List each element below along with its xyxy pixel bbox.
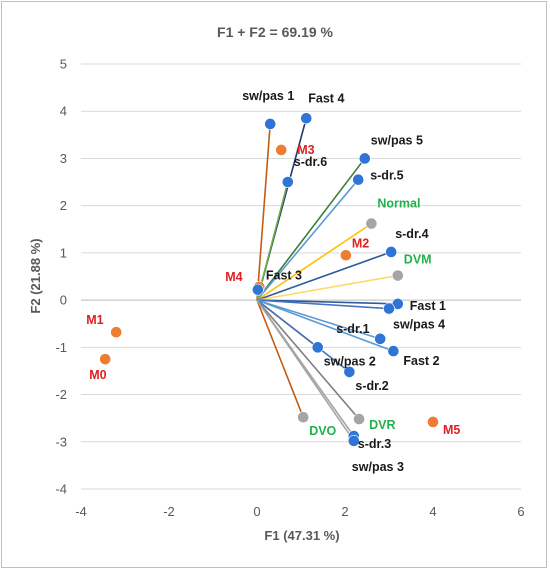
x-tick-label: 2 [341,504,348,519]
label-sw-pas-3: sw/pas 3 [352,460,404,474]
vector-line-sw-pas-1 [256,123,271,301]
marker-fast-3 [251,283,264,296]
vector-line-dvo [256,299,304,418]
label-dvo: DVO [309,424,336,438]
y-tick-label: 4 [60,104,67,119]
marker-dvr [353,413,365,426]
marker-sw-pas-3 [347,434,360,447]
vector-line-dvr [256,299,360,420]
label-fast-1: Fast 1 [410,299,446,313]
vector-line-fast-2 [256,299,394,352]
label-s-dr-2: s-dr.2 [355,379,388,393]
vector-line-s-dr-2 [256,299,350,373]
label-m0: M0 [89,368,106,382]
y-tick-label: -2 [55,387,67,402]
y-tick-label: -4 [55,482,67,497]
label-s-dr-3: s-dr.3 [358,437,391,451]
x-tick-label: -4 [75,504,87,519]
vector-line-fast-1 [256,299,398,305]
label-sw-pas-4: sw/pas 4 [393,318,445,332]
vector-line-s-dr-1 [256,299,381,340]
vector-line-normal [256,222,372,301]
label-fast-4: Fast 4 [308,91,344,105]
marker-m3 [275,144,288,156]
marker-s-dr-4 [385,246,398,258]
vector-line-s-dr-5 [256,179,359,301]
vector-line-dvm [256,274,398,301]
label-dvm: DVM [404,253,432,267]
label-s-dr-5: s-dr.5 [370,169,403,183]
vector-line-s-dr-4 [256,251,392,301]
y-tick-labels: -4 -3 -2 -1 0 1 2 3 4 5 [55,57,67,497]
gridlines [81,63,521,490]
label-sw-pas-1: sw/pas 1 [242,89,294,103]
label-sw-pas-5: sw/pas 5 [371,133,423,147]
label-s-dr-4: s-dr.4 [395,227,428,241]
marker-fast-2 [387,345,400,358]
marker-sw-pas-5 [358,152,371,165]
marker-m2 [339,249,352,262]
label-m4: M4 [225,270,242,284]
label-m3: M3 [297,143,314,157]
y-axis-title: F2 (21.88 %) [28,238,43,313]
marker-m5 [427,416,439,428]
vector-line-sw-pas-3 [256,299,355,442]
x-tick-label: 0 [253,504,260,519]
marker-sw-pas-2 [311,341,324,354]
marker-sw-pas-1 [264,118,277,130]
y-tick-label: -3 [55,434,67,449]
chart-title: F1 + F2 = 69.19 % [217,24,334,40]
marker-s-dr-1 [374,332,387,345]
marker-fast-4 [300,112,313,125]
label-m1: M1 [86,313,103,327]
vector-line-sw-pas-4 [256,299,390,310]
label-m5: M5 [443,423,460,437]
y-tick-label: 1 [60,245,67,260]
label-s-dr-6: s-dr.6 [294,155,327,169]
marker-s-dr-2 [343,365,356,378]
y-tick-label: 0 [60,293,67,308]
vector-line-s-dr-6 [256,181,289,301]
y-tick-label: 2 [60,198,67,213]
label-fast-3: Fast 3 [266,269,302,283]
marker-dvm [391,269,404,282]
point-labels: Fast 4 sw/pas 1 sw/pas 5 s-dr.6 s-dr.5 Normal… [86,89,460,474]
marker-dvo [297,411,310,424]
label-sw-pas-2: sw/pas 2 [324,354,376,368]
vector-line-sw-pas-5 [256,157,366,301]
loading-vectors [256,118,398,442]
y-tick-label: 3 [60,151,67,166]
label-dvr: DVR [369,418,395,432]
marker-normal [365,217,378,230]
y-tick-label: -1 [55,340,67,355]
data-points [99,112,439,447]
x-tick-label: 6 [517,504,524,519]
marker-s-dr-6 [281,176,294,188]
marker-m1 [110,326,123,339]
marker-s-dr-5 [352,173,365,186]
x-tick-labels: -4 -2 0 2 4 6 [75,504,524,519]
label-fast-2: Fast 2 [403,354,439,368]
marker-m0 [99,353,112,366]
label-s-dr-1: s-dr.1 [336,322,369,336]
x-tick-label: 4 [429,504,436,519]
y-tick-label: 5 [60,57,67,72]
label-m2: M2 [352,236,369,250]
x-axis-title: F1 (47.31 %) [264,528,339,543]
label-normal: Normal [377,197,420,211]
x-tick-label: -2 [163,504,175,519]
marker-sw-pas-4 [383,302,395,315]
